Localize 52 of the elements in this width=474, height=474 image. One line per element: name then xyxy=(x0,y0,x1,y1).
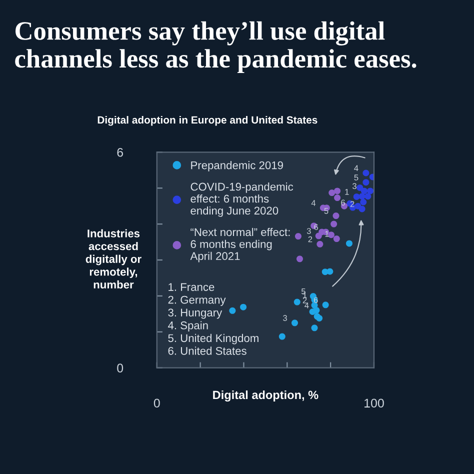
point xyxy=(360,188,368,194)
chart-title: Consumers say they’ll use digital channels less as the pandemic eases. xyxy=(15,21,416,74)
x-axis-title: Digital adoption, % xyxy=(213,390,318,402)
point xyxy=(334,194,341,202)
point xyxy=(334,188,341,194)
annotation: 1. France 2. Germany 3. Hungary 4. Spain 5. United Kingdom 6. United States xyxy=(168,283,258,355)
annotation: 4 xyxy=(354,165,358,171)
point xyxy=(346,240,352,247)
point xyxy=(322,302,329,308)
point xyxy=(313,307,320,314)
annotation: 2 xyxy=(308,236,312,242)
point xyxy=(333,236,340,242)
chart-subtitle: Digital adoption in Europe and United States xyxy=(98,116,318,126)
point xyxy=(358,193,366,200)
annotation: 2 xyxy=(302,297,307,304)
legend-label: COVID-19-pandemic effect: 6 months ending June 2020 xyxy=(190,182,294,217)
annotation: 3 xyxy=(283,315,287,321)
point xyxy=(332,212,340,220)
annotation: 3 xyxy=(306,228,311,234)
annotation: 4 xyxy=(311,200,316,206)
point xyxy=(362,179,370,186)
annotation: 5 xyxy=(354,174,358,180)
annotation: 1 xyxy=(345,188,349,195)
point xyxy=(294,298,300,306)
point xyxy=(316,240,324,248)
point xyxy=(364,193,372,200)
legend-label: “Next normal” effect: 6 months ending April 2021 xyxy=(190,228,290,262)
point xyxy=(240,304,247,310)
annotation: 4 xyxy=(304,302,309,308)
point xyxy=(229,307,236,314)
legend-label: Prepandemic 2019 xyxy=(191,161,283,172)
point xyxy=(330,220,338,228)
point xyxy=(367,188,374,194)
point xyxy=(328,190,336,196)
annotation: 3 xyxy=(352,183,356,190)
point xyxy=(326,268,334,275)
point xyxy=(278,333,286,340)
annotation: 5 xyxy=(301,288,306,294)
x-tick-label: 100 xyxy=(364,398,384,408)
annotation: 6 xyxy=(314,297,318,303)
annotation: 2 xyxy=(350,201,354,207)
y-axis-title: Industries accessed digitally or remotely, number xyxy=(86,229,142,289)
point xyxy=(294,233,302,240)
point xyxy=(358,206,366,212)
point xyxy=(356,184,364,191)
point xyxy=(360,198,367,206)
point xyxy=(362,170,370,176)
point xyxy=(291,320,298,326)
point xyxy=(316,314,323,322)
point xyxy=(296,256,303,262)
point xyxy=(353,193,360,200)
point xyxy=(311,324,318,332)
